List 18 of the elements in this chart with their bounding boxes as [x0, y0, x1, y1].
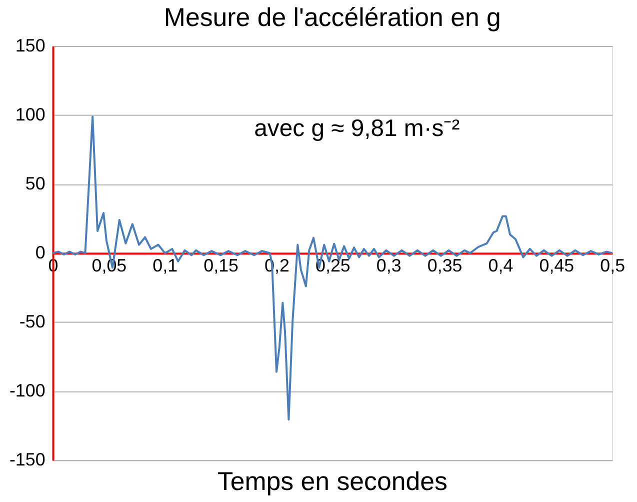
x-tick-label: 0,5 — [600, 255, 626, 276]
x-tick-label: 0,15 — [204, 255, 239, 276]
x-axis-title: Temps en secondes — [217, 468, 448, 496]
x-tick-label: 0,35 — [427, 255, 462, 276]
y-tick-label: -100 — [9, 380, 46, 401]
y-tick-label: 0 — [35, 242, 46, 263]
y-tick-label: -50 — [19, 312, 46, 332]
y-tick-label: -150 — [9, 450, 46, 470]
y-tick-label: 150 — [15, 36, 46, 56]
x-tick-label: 0,45 — [539, 255, 574, 276]
chart-title: Mesure de l'accélération en g — [164, 4, 501, 32]
x-tick-label: 0,3 — [376, 255, 402, 276]
x-tick-label: 0,05 — [92, 255, 127, 276]
x-tick-label: 0,1 — [152, 255, 178, 276]
y-tick-label: 50 — [25, 174, 46, 194]
x-tick-label: 0,4 — [488, 255, 514, 276]
y-tick-label: 100 — [15, 104, 46, 125]
annotation: avec g ≈ 9,81 m·s⁻² — [254, 114, 460, 142]
